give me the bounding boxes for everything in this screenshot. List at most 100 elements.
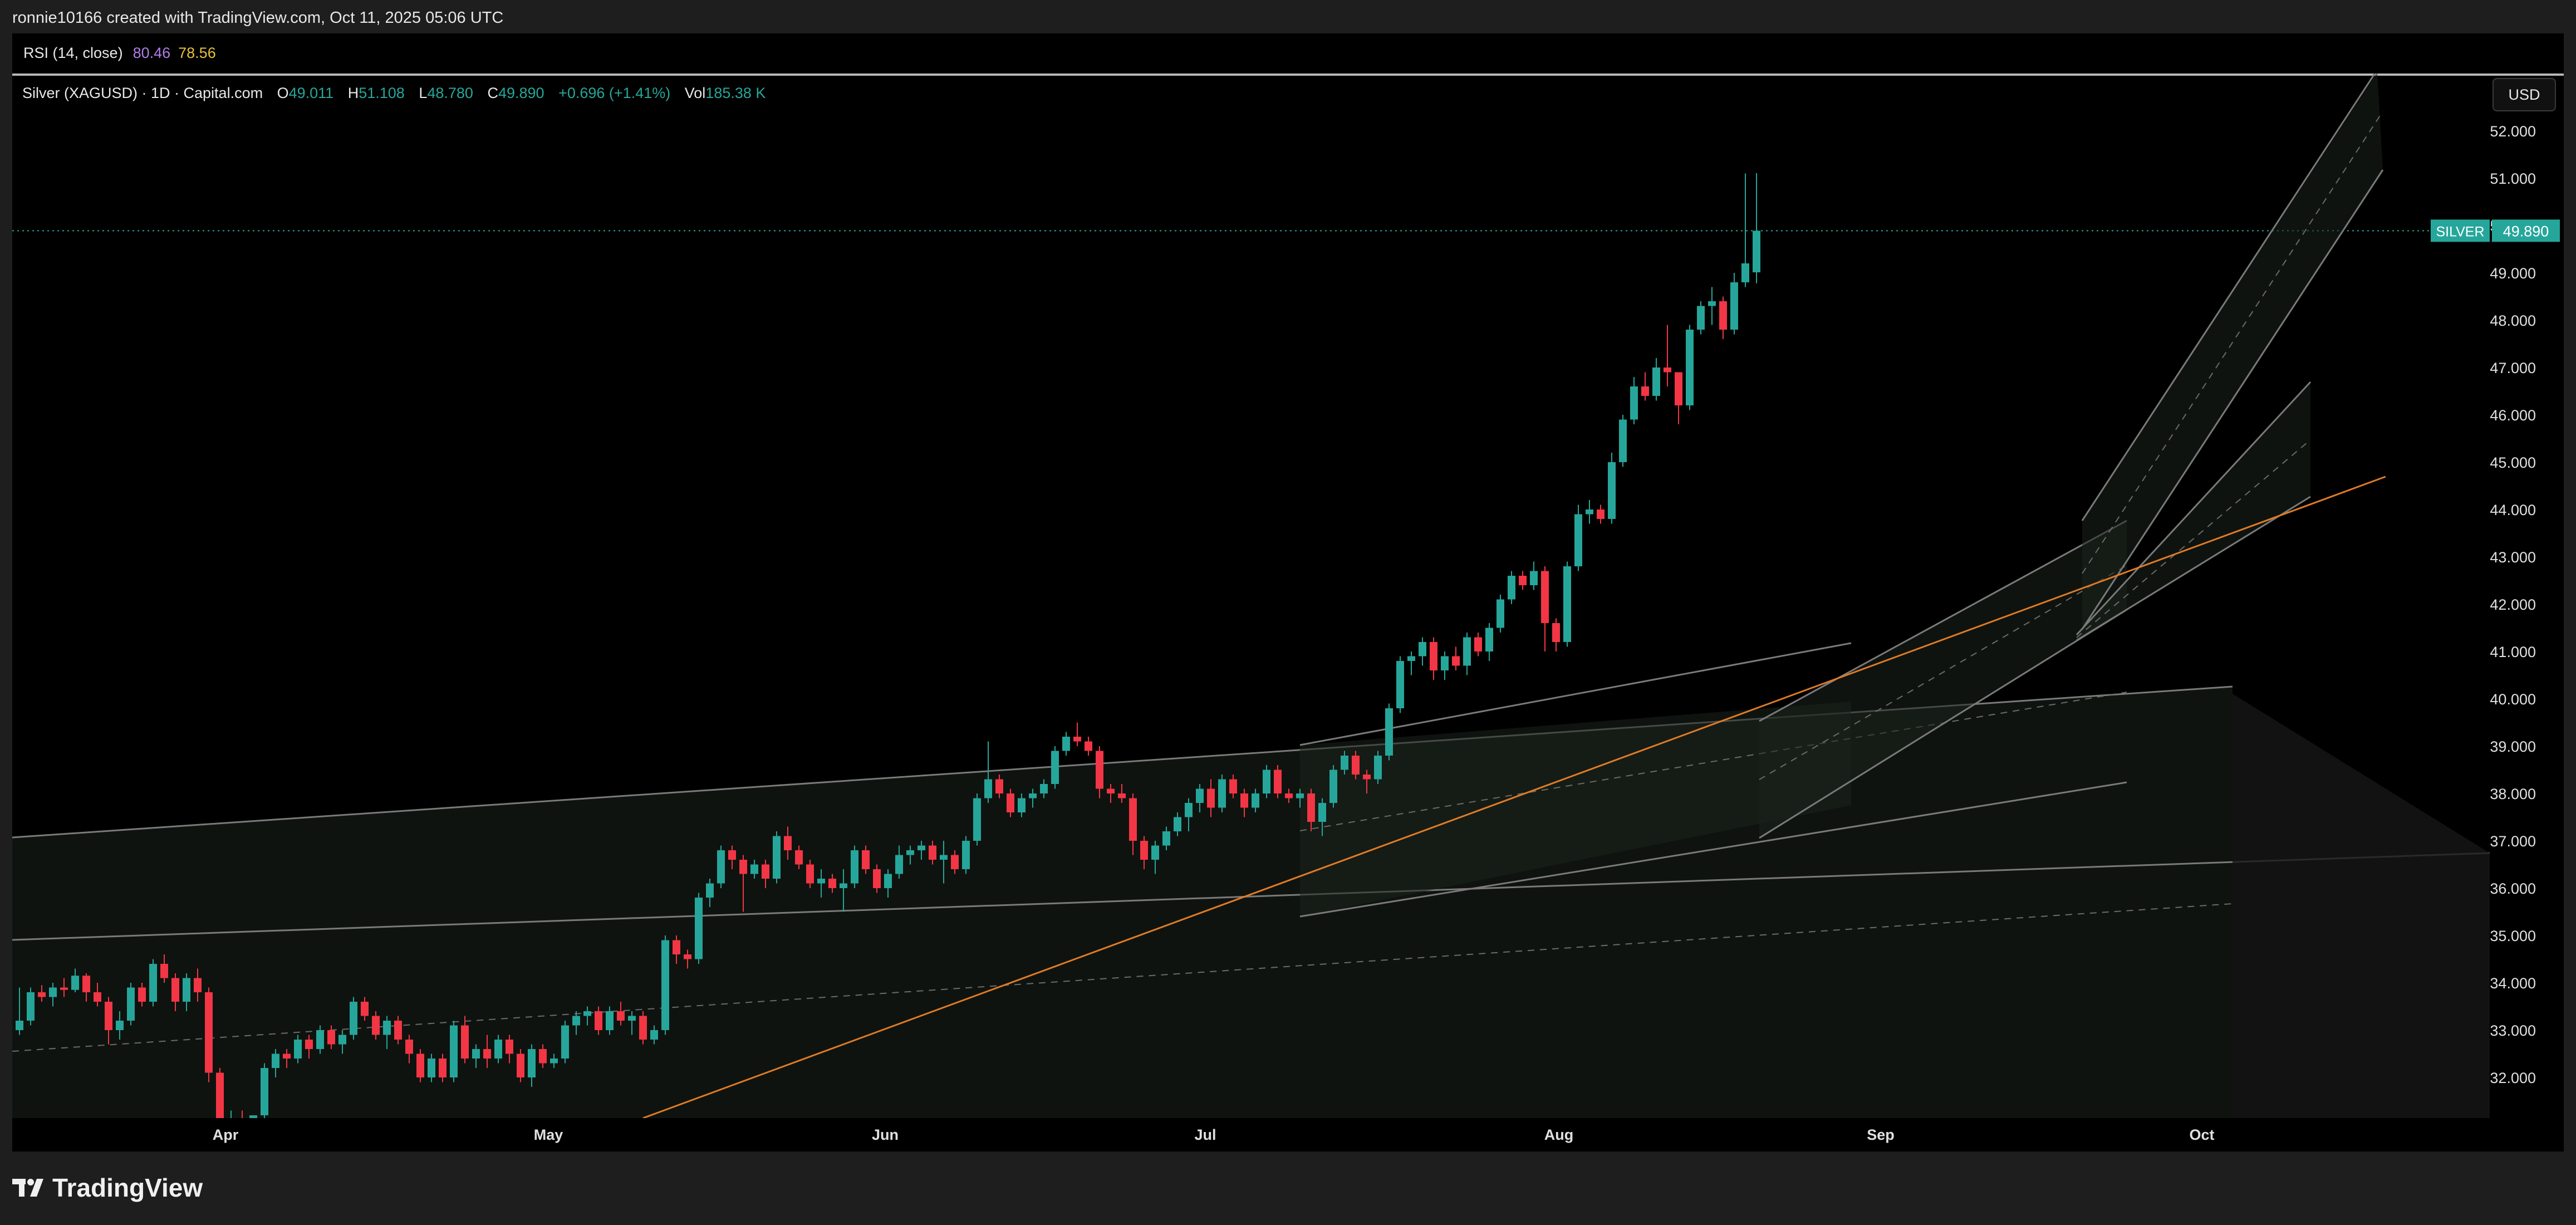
price-tag-name: SILVER [2436,224,2484,239]
candle-body [216,1072,224,1118]
time-tick-label: Sep [1867,1126,1895,1143]
candle-body [1641,386,1649,396]
candle-body [205,992,213,1073]
candle-body [606,1011,614,1030]
top-bar: ronnie10166 created with TradingView.com… [0,0,2576,33]
candle-body [828,879,836,888]
candle-body [1719,301,1727,330]
channel-sep-oct-upper-median-line [2082,111,2383,574]
price-tick-label: 47.000 [2490,360,2536,376]
high-value: 51.108 [359,85,405,101]
candle-body [795,850,803,865]
candle-body [1162,831,1170,846]
price-tick-label: 40.000 [2490,691,2536,708]
candle-body [1007,793,1014,812]
currency-button[interactable]: USD [2492,78,2556,111]
candle-body [1697,306,1705,330]
low-label: L [419,85,428,101]
trendline-orange [642,476,2386,1118]
rsi-legend: RSI (14, close) 80.46 78.56 [23,45,216,62]
channel-jul-aug-fill [1300,702,1851,917]
candle-body [1452,656,1460,666]
channel-aug-sep-median-line [1759,565,2127,780]
candle-body [472,1049,480,1059]
candle-body [1174,817,1181,831]
price-tick-label: 44.000 [2490,502,2536,518]
candle-body [595,1011,602,1030]
close-label: C [487,85,498,101]
time-tick-label: Jun [872,1126,899,1143]
candle-body [862,850,870,869]
candle-body [1619,419,1627,462]
rsi-value: 80.46 [133,45,171,61]
candle-body [127,987,135,1021]
candle-body [973,798,981,841]
candle-body [773,836,781,879]
candle-body [1574,514,1582,566]
candle-body [995,779,1003,793]
candle-body [405,1040,413,1054]
tradingview-logo[interactable]: TradingView [12,1173,203,1203]
candle-body [784,836,792,850]
channel-sep-oct-lower-lower-line [2076,496,2311,641]
candle-body [728,850,736,860]
candle-body [550,1059,558,1064]
candle-body [494,1040,502,1059]
close-value: 49.890 [498,85,544,101]
candle-body [617,1011,625,1021]
candle-body [383,1021,391,1035]
candle-body [261,1068,268,1115]
price-tag-name-background [2431,219,2490,242]
candle-body [1285,793,1293,798]
candle-body [1485,628,1493,651]
candle-body [138,987,146,1002]
candle-body [1541,571,1549,623]
candle-body [1029,793,1037,798]
channel-sep-oct-lower-median-line [2076,439,2311,638]
candle-body [16,1021,23,1030]
candle-body [327,1030,335,1045]
price-tick-label: 45.000 [2490,454,2536,471]
candle-body [249,1115,257,1118]
channel-extension-fill [2232,694,2490,1118]
change-value: +0.696 (+1.41%) [558,85,671,101]
bottom-bar [0,1152,2576,1225]
candle-body [461,1025,469,1059]
candle-body [940,855,948,860]
high-label: H [347,85,359,101]
candle-body [1686,330,1694,405]
price-tick-label: 38.000 [2490,786,2536,802]
rsi-pane[interactable]: RSI (14, close) 80.46 78.56 [12,33,2564,76]
candle-body [1107,788,1115,793]
candle-body [272,1054,279,1068]
price-tick-label: 39.000 [2490,738,2536,755]
candle-body [1040,784,1048,793]
candle-body [372,1016,380,1035]
candle-body [1385,708,1393,756]
rsi-title: RSI (14, close) [23,45,123,61]
candle-body [1096,751,1103,789]
candle-body [116,1021,124,1030]
candle-body [1374,756,1382,780]
candle-body [1396,661,1404,708]
candle-body [650,1030,658,1040]
candle-body [628,1016,636,1021]
candle-body [1341,756,1348,770]
candle-body [1207,788,1215,808]
candle-body [517,1054,524,1077]
channel-aug-sep-upper-line [1759,520,2127,722]
candle-body [305,1040,313,1049]
brand-name: TradingView [52,1173,203,1202]
price-tick-label: 51.000 [2490,170,2536,187]
candle-body [717,850,725,884]
candle-body [1608,462,1616,519]
candle-body [1730,282,1738,330]
time-tick-label: Oct [2189,1126,2214,1143]
candle-body [1118,793,1126,798]
price-tag-value: 49.890 [2503,223,2549,239]
candle-body [1708,301,1716,306]
candle-body [1441,656,1449,670]
time-tick-label: May [534,1126,563,1143]
candle-body [840,883,847,888]
